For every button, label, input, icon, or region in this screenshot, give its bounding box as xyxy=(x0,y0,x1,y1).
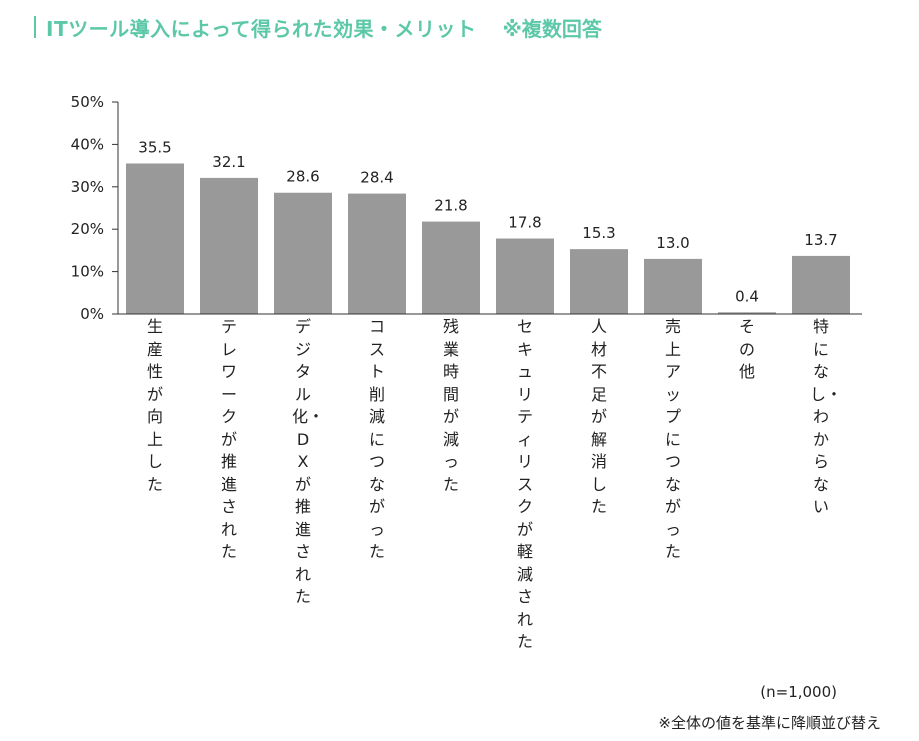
multiple-answer-note: ※複数回答 xyxy=(502,16,602,41)
bar xyxy=(422,221,480,314)
bar xyxy=(126,163,184,314)
data-label: 0.4 xyxy=(735,287,759,305)
bar xyxy=(274,192,332,314)
bar xyxy=(644,258,702,314)
data-label: 15.3 xyxy=(582,224,615,242)
data-label: 32.1 xyxy=(212,153,245,171)
category-label: 人材不足が解消した xyxy=(590,317,607,516)
y-tick-label: 20% xyxy=(71,220,104,238)
data-label: 28.4 xyxy=(360,169,393,187)
sample-size-note: (n=1,000) xyxy=(760,683,837,701)
category-label: コスト削減につながった xyxy=(368,317,385,561)
data-label: 21.8 xyxy=(434,197,467,215)
sort-order-note: ※全体の値を基準に降順並び替え xyxy=(658,714,881,732)
bar xyxy=(348,193,406,314)
chart-title-text: ITツール導入によって得られた効果・メリット xyxy=(46,16,477,41)
category-label: 生産性が向上した xyxy=(146,317,163,494)
category-label: 特になし・わからない xyxy=(810,317,843,516)
y-tick-label: 0% xyxy=(80,305,104,323)
category-label: セキュリティリスクが軽減された xyxy=(516,317,533,651)
y-tick-label: 30% xyxy=(71,178,104,196)
data-label: 13.0 xyxy=(656,234,689,252)
bar xyxy=(792,255,850,314)
bar xyxy=(200,177,258,314)
category-label: その他 xyxy=(738,317,755,381)
data-label: 35.5 xyxy=(138,138,171,156)
y-tick-label: 40% xyxy=(71,135,104,153)
category-label: 残業時間が減った xyxy=(442,317,459,494)
y-tick-label: 10% xyxy=(71,263,104,281)
data-label: 28.6 xyxy=(286,168,319,186)
data-label: 17.8 xyxy=(508,214,541,232)
y-tick-label: 50% xyxy=(71,93,104,111)
bar xyxy=(570,249,628,314)
category-label: 売上アップにつながった xyxy=(664,317,681,561)
category-label: デジタル化・DXが推進された xyxy=(292,317,325,606)
title-accent-bar xyxy=(34,16,36,38)
chart-title: ITツール導入によって得られた効果・メリット ※複数回答 xyxy=(34,13,602,41)
bar xyxy=(496,238,554,314)
category-label: テレワークが推進された xyxy=(220,317,237,561)
data-label: 13.7 xyxy=(804,231,837,249)
bar xyxy=(718,312,776,314)
